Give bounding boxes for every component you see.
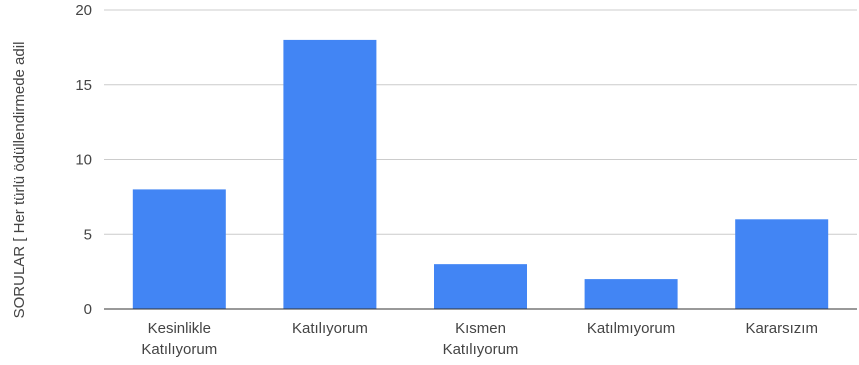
bars: [104, 39, 857, 310]
y-tick-label: 20: [75, 2, 92, 19]
bar-3[interactable]: [584, 279, 678, 309]
bar-2[interactable]: [434, 264, 527, 309]
bar-4[interactable]: [735, 219, 829, 309]
y-tick-label: 5: [84, 226, 92, 243]
x-tick-label: Kısmen Katılıyorum: [443, 320, 519, 358]
x-axis-ticks: Kesinlikle Katılıyorum Katılıyorum Kısmen Ka…: [141, 320, 818, 358]
gridlines: [104, 9, 857, 235]
y-tick-label: 10: [75, 152, 92, 169]
y-tick-label: 0: [84, 301, 92, 318]
y-axis-ticks: 0 5 10 15 20: [75, 2, 92, 318]
bar-0[interactable]: [132, 189, 226, 309]
x-tick-label: Katılmıyorum: [587, 320, 675, 337]
y-tick-label: 15: [75, 77, 92, 94]
y-axis-title: SORULAR [ Her türlü ödüllendirmede adil: [11, 42, 28, 319]
x-tick-label: Kararsızım: [745, 320, 818, 337]
bar-1[interactable]: [283, 39, 377, 310]
x-tick-label: Katılıyorum: [292, 320, 368, 337]
x-tick-label: Kesinlikle Katılıyorum: [141, 320, 217, 358]
